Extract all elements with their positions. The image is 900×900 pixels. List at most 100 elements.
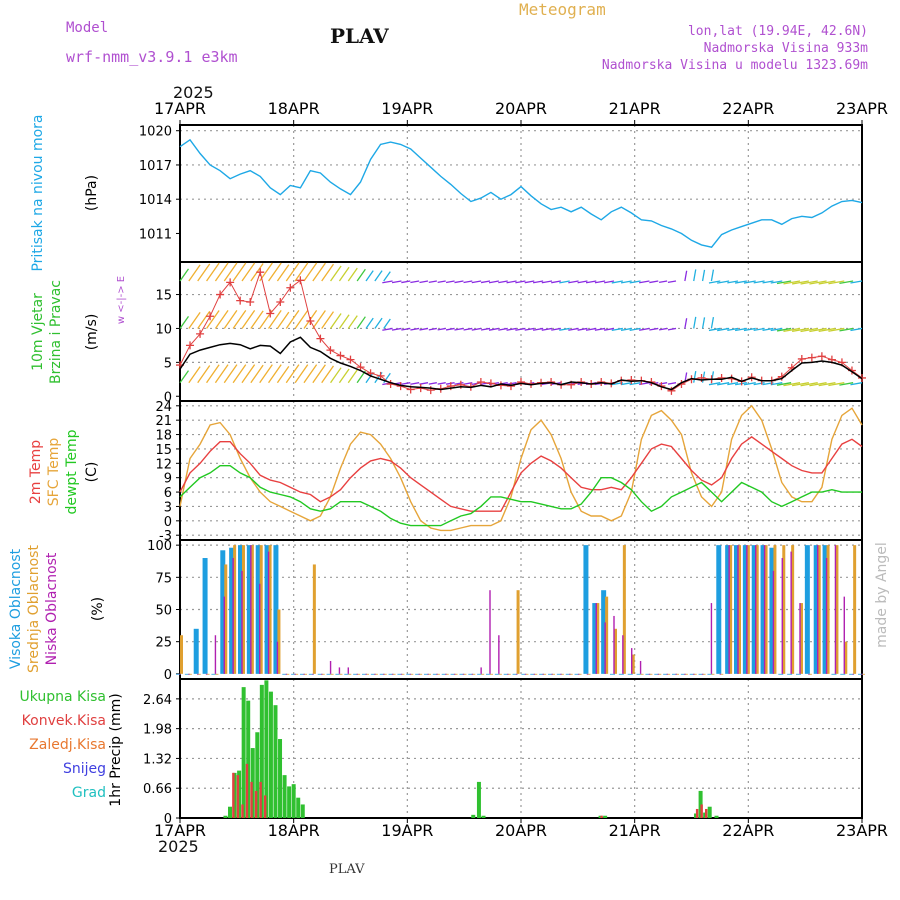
cloud-bar-0 xyxy=(238,545,243,674)
wind-arrow xyxy=(809,382,827,387)
cloud-bar-2 xyxy=(684,673,686,675)
cloud-bar-1 xyxy=(534,673,538,675)
year-label-bottom: 2025 xyxy=(158,837,199,856)
cloud-bar-0 xyxy=(548,673,553,675)
wind-arrow xyxy=(839,280,854,285)
wind-arrow xyxy=(629,382,641,386)
wind-arrow xyxy=(471,280,482,284)
cloud-bar-2 xyxy=(772,570,775,674)
y-tick-label-pressure: 1014 xyxy=(139,193,172,208)
wind-arrow xyxy=(454,382,464,385)
wind-arrow xyxy=(850,382,863,386)
y-tick-label-temperature: 21 xyxy=(155,414,172,429)
cloud-bar-1 xyxy=(835,545,839,674)
cloud-bar-2 xyxy=(852,673,854,675)
precip-bar-0 xyxy=(273,705,278,818)
cloud-bar-1 xyxy=(543,673,547,675)
precip-bar-0 xyxy=(228,806,233,818)
cloud-bar-0 xyxy=(494,673,500,675)
y-tick-label-precip: 1.32 xyxy=(143,752,172,767)
cloud-bar-0 xyxy=(184,673,190,675)
wind-arrow xyxy=(727,327,739,331)
wind-arrow xyxy=(463,327,473,331)
wind-arrow xyxy=(693,269,697,282)
wind-arrow xyxy=(753,327,765,332)
cloud-bar-0 xyxy=(503,673,509,675)
cloud-bar-0 xyxy=(362,673,367,675)
precip-bar-0 xyxy=(268,691,273,818)
dewpoint-line xyxy=(179,465,862,527)
wind-arrow xyxy=(241,262,256,282)
cloud-bar-2 xyxy=(205,673,208,675)
wind-arrow xyxy=(850,280,863,284)
wind-arrow xyxy=(639,280,650,284)
wind-arrow xyxy=(800,280,818,285)
wind-arrow xyxy=(762,327,774,332)
wind-arrow xyxy=(629,327,641,332)
wind-arrow xyxy=(717,327,730,332)
wind-arrow xyxy=(471,327,482,331)
wind-arrow xyxy=(428,280,437,284)
y-tick-label-temperature: 24 xyxy=(155,400,172,415)
y-tick-label-precip: 2.64 xyxy=(143,693,172,708)
wind-arrow xyxy=(710,269,715,282)
cloud-bar-0 xyxy=(193,628,199,674)
cloud-bar-0 xyxy=(698,673,704,675)
precip-bar-1 xyxy=(232,772,235,818)
cloud-bar-2 xyxy=(427,673,429,675)
precip-legend-4: Grad xyxy=(72,785,106,801)
y-tick-label-clouds: 50 xyxy=(155,604,172,619)
precip-bar-1 xyxy=(241,804,244,818)
wind-arrow xyxy=(649,327,659,331)
cloud-bar-1 xyxy=(188,673,192,675)
wind-arrow xyxy=(463,280,473,284)
wind-arrow xyxy=(347,267,358,282)
wind-arrow xyxy=(658,382,668,385)
y-tick-label-pressure: 1020 xyxy=(139,125,172,140)
wind-arrow xyxy=(684,318,688,329)
wind-arrow xyxy=(792,382,809,387)
wind-arrow xyxy=(524,327,535,331)
cloud-bar-1 xyxy=(817,545,821,674)
cloud-bar-0 xyxy=(716,545,722,674)
cloud-bar-1 xyxy=(348,673,352,675)
wind-arrow xyxy=(818,382,836,387)
cloud-bar-2 xyxy=(551,673,553,675)
cloud-bar-2 xyxy=(861,673,863,675)
wind-unit-0: (m/s) xyxy=(84,314,100,351)
cloud-bar-1 xyxy=(605,596,609,674)
pressure-line xyxy=(179,138,863,248)
x-tick-label-top: 18APR xyxy=(268,99,320,118)
cloud-bar-0 xyxy=(645,673,651,675)
gust-marker xyxy=(306,316,315,325)
wind-arrow xyxy=(783,327,801,333)
cloud-bar-0 xyxy=(804,545,810,674)
precip-bar-0 xyxy=(250,748,255,818)
precip-bar-0 xyxy=(296,797,301,818)
wind-arrow xyxy=(533,327,544,331)
wind-arrow xyxy=(649,280,659,284)
precip-bar-0 xyxy=(278,739,283,818)
wind-arrow xyxy=(839,327,854,332)
cloud-bar-1 xyxy=(720,673,724,675)
cloud-bar-0 xyxy=(388,673,394,675)
cloud-bar-2 xyxy=(338,667,341,674)
wind-arrow xyxy=(488,327,499,331)
wind-arrow xyxy=(347,315,358,329)
gust-marker xyxy=(336,351,345,360)
cloud-bar-2 xyxy=(710,603,713,674)
x-tick-label-bottom: 23APR xyxy=(836,821,888,840)
cloud-bar-2 xyxy=(586,673,589,675)
cloud-bar-1 xyxy=(640,673,644,675)
cloud-bar-2 xyxy=(259,583,261,674)
y-tick-label-temperature: 0 xyxy=(164,515,172,530)
cloud-bar-0 xyxy=(255,545,261,674)
precip-legend-2: Zaledj.Kisa xyxy=(29,737,106,753)
wind-arrow xyxy=(839,382,854,386)
cloud-bar-0 xyxy=(787,673,793,675)
wind-arrow xyxy=(734,382,747,386)
y-tick-label-precip: 0 xyxy=(164,812,172,827)
wind-arrow xyxy=(800,382,818,387)
cloud-bar-0 xyxy=(849,673,855,675)
cloud-bar-1 xyxy=(693,673,697,675)
